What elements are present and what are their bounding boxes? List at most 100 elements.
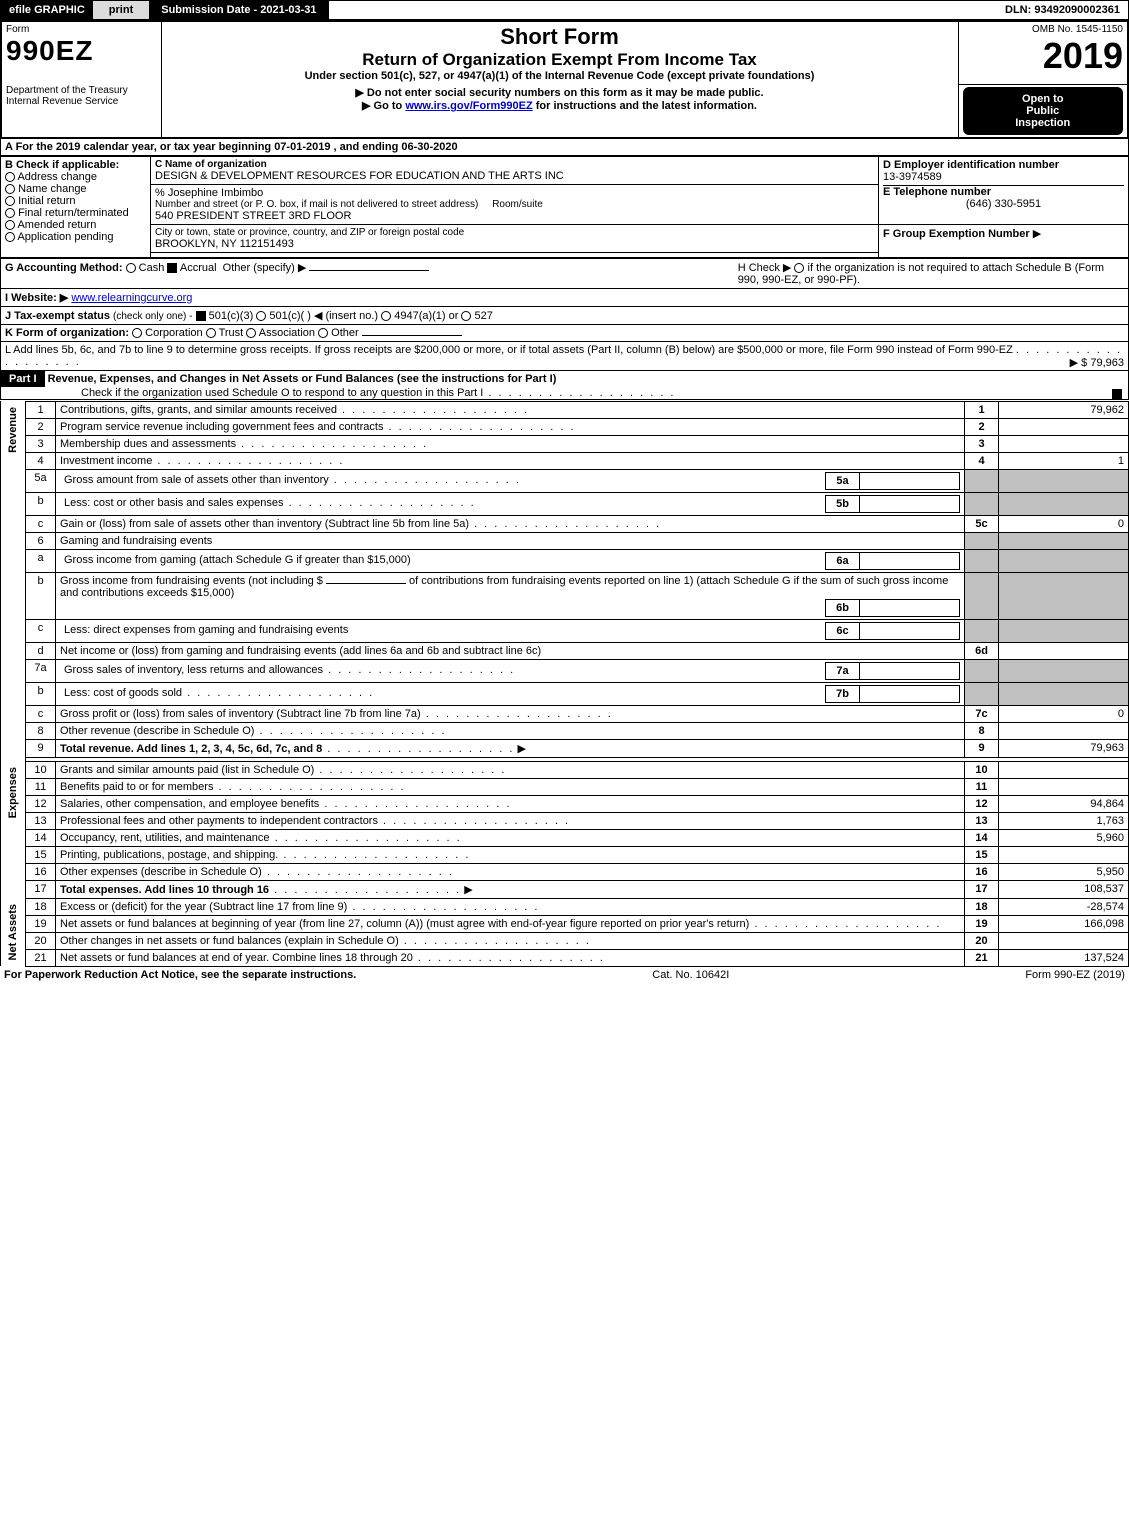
paperwork-notice: For Paperwork Reduction Act Notice, see … xyxy=(4,969,356,981)
form-header: Form 990EZ Department of the Treasury In… xyxy=(0,20,1129,139)
part1-bar: Part I xyxy=(1,371,45,387)
line-15: Printing, publications, postage, and shi… xyxy=(60,849,278,861)
line-6a: Gross income from gaming (attach Schedul… xyxy=(64,554,411,566)
org-assoc[interactable] xyxy=(246,328,256,338)
line-j: J Tax-exempt status (check only one) - 5… xyxy=(0,307,1129,325)
form-word: Form xyxy=(6,24,157,35)
line-4: Investment income xyxy=(60,455,152,467)
amt-17: 108,537 xyxy=(999,880,1129,898)
street-address: 540 PRESIDENT STREET 3RD FLOOR xyxy=(155,210,874,222)
chk-501c[interactable] xyxy=(256,311,266,321)
ein-value: 13-3974589 xyxy=(883,171,1124,183)
org-trust[interactable] xyxy=(206,328,216,338)
line-6c: Less: direct expenses from gaming and fu… xyxy=(64,624,348,636)
submission-date: Submission Date - 2021-03-31 xyxy=(149,1,328,19)
line-7c: Gross profit or (loss) from sales of inv… xyxy=(60,708,421,720)
chk-4947[interactable] xyxy=(381,311,391,321)
amt-16: 5,950 xyxy=(999,863,1129,880)
under-section: Under section 501(c), 527, or 4947(a)(1)… xyxy=(166,70,954,82)
line-5a: Gross amount from sale of assets other t… xyxy=(64,474,329,486)
line-21: Net assets or fund balances at end of ye… xyxy=(60,952,413,964)
page-footer: For Paperwork Reduction Act Notice, see … xyxy=(0,967,1129,983)
line-9: Total revenue. Add lines 1, 2, 3, 4, 5c,… xyxy=(60,743,322,755)
box-f-label: F Group Exemption Number xyxy=(883,228,1030,240)
main-title: Return of Organization Exempt From Incom… xyxy=(166,50,954,70)
line-16: Other expenses (describe in Schedule O) xyxy=(60,866,262,878)
short-form-title: Short Form xyxy=(166,24,954,50)
line-13: Professional fees and other payments to … xyxy=(60,815,378,827)
form-ref: Form 990-EZ (2019) xyxy=(1025,969,1125,981)
chk-initial-return[interactable] xyxy=(5,196,15,206)
goto-line: ▶ Go to www.irs.gov/Form990EZ for instru… xyxy=(166,99,954,112)
line-18: Excess or (deficit) for the year (Subtra… xyxy=(60,901,347,913)
line-14: Occupancy, rent, utilities, and maintena… xyxy=(60,832,270,844)
box-c-label: C Name of organization xyxy=(155,159,874,170)
line-2: Program service revenue including govern… xyxy=(60,421,383,433)
acct-accrual[interactable] xyxy=(167,263,177,273)
line-1: Contributions, gifts, grants, and simila… xyxy=(60,404,337,416)
org-name: DESIGN & DEVELOPMENT RESOURCES FOR EDUCA… xyxy=(155,170,874,182)
box-d-label: D Employer identification number xyxy=(883,159,1124,171)
lines-g-h: G Accounting Method: Cash Accrual Other … xyxy=(0,258,1129,289)
omb-number: OMB No. 1545-1150 xyxy=(963,24,1124,35)
line-12: Salaries, other compensation, and employ… xyxy=(60,798,319,810)
line-11: Benefits paid to or for members xyxy=(60,781,213,793)
city-value: BROOKLYN, NY 112151493 xyxy=(155,238,874,250)
arrow-icon: ▶ xyxy=(1033,228,1041,240)
org-corp[interactable] xyxy=(132,328,142,338)
box-b-title: B Check if applicable: xyxy=(5,159,146,171)
line-3: Membership dues and assessments xyxy=(60,438,236,450)
amt-18: -28,574 xyxy=(999,898,1129,915)
box-e-label: E Telephone number xyxy=(883,185,1124,198)
chk-amended-return[interactable] xyxy=(5,220,15,230)
line-7b: Less: cost of goods sold xyxy=(64,687,182,699)
irs-link[interactable]: www.irs.gov/Form990EZ xyxy=(405,100,532,112)
ssn-warning: ▶ Do not enter social security numbers o… xyxy=(166,86,954,99)
part1-table: Revenue 1 Contributions, gifts, grants, … xyxy=(0,401,1129,967)
amt-1: 79,962 xyxy=(999,401,1129,418)
amt-13: 1,763 xyxy=(999,812,1129,829)
line-17: Total expenses. Add lines 10 through 16 xyxy=(60,884,269,896)
amt-14: 5,960 xyxy=(999,829,1129,846)
info-section: B Check if applicable: Address change Na… xyxy=(0,156,1129,258)
line-6d: Net income or (loss) from gaming and fun… xyxy=(60,645,541,657)
chk-address-change[interactable] xyxy=(5,172,15,182)
amt-9: 79,963 xyxy=(999,739,1129,757)
chk-application-pending[interactable] xyxy=(5,232,15,242)
line-5b: Less: cost or other basis and sales expe… xyxy=(64,497,284,509)
line-7a: Gross sales of inventory, less returns a… xyxy=(64,664,323,676)
acct-cash[interactable] xyxy=(126,263,136,273)
amt-7c: 0 xyxy=(999,705,1129,722)
revenue-side-label: Revenue xyxy=(5,403,21,457)
website-link[interactable]: www.relearningcurve.org xyxy=(71,292,192,304)
care-of: % Josephine Imbimbo xyxy=(155,187,874,199)
city-label: City or town, state or province, country… xyxy=(155,227,874,238)
amt-21: 137,524 xyxy=(999,949,1129,966)
cat-no: Cat. No. 10642I xyxy=(652,969,729,981)
chk-527[interactable] xyxy=(461,311,471,321)
line-l: L Add lines 5b, 6c, and 7b to line 9 to … xyxy=(0,342,1129,371)
line-6b-1: Gross income from fundraising events (no… xyxy=(60,575,323,587)
period-line-a: A For the 2019 calendar year, or tax yea… xyxy=(0,139,1129,156)
expenses-side-label: Expenses xyxy=(5,763,21,822)
print-button[interactable]: print xyxy=(93,1,149,19)
chk-schedule-o[interactable] xyxy=(1112,389,1122,399)
form-number: 990EZ xyxy=(6,35,157,67)
chk-schedule-b[interactable] xyxy=(794,263,804,273)
tax-year: 2019 xyxy=(963,35,1124,77)
chk-final-return[interactable] xyxy=(5,208,15,218)
line-5c: Gain or (loss) from sale of assets other… xyxy=(60,518,469,530)
amt-4: 1 xyxy=(999,452,1129,469)
org-other[interactable] xyxy=(318,328,328,338)
chk-name-change[interactable] xyxy=(5,184,15,194)
chk-501c3[interactable] xyxy=(196,311,206,321)
part1-title: Revenue, Expenses, and Changes in Net As… xyxy=(48,373,557,385)
dept-irs: Internal Revenue Service xyxy=(6,96,157,107)
phone-value: (646) 330-5951 xyxy=(883,198,1124,210)
line-19: Net assets or fund balances at beginning… xyxy=(60,918,749,930)
line-10: Grants and similar amounts paid (list in… xyxy=(60,764,314,776)
netassets-side-label: Net Assets xyxy=(5,900,21,964)
part1-header: Part I Revenue, Expenses, and Changes in… xyxy=(0,371,1129,400)
line-20: Other changes in net assets or fund bala… xyxy=(60,935,399,947)
line-k: K Form of organization: Corporation Trus… xyxy=(0,325,1129,342)
